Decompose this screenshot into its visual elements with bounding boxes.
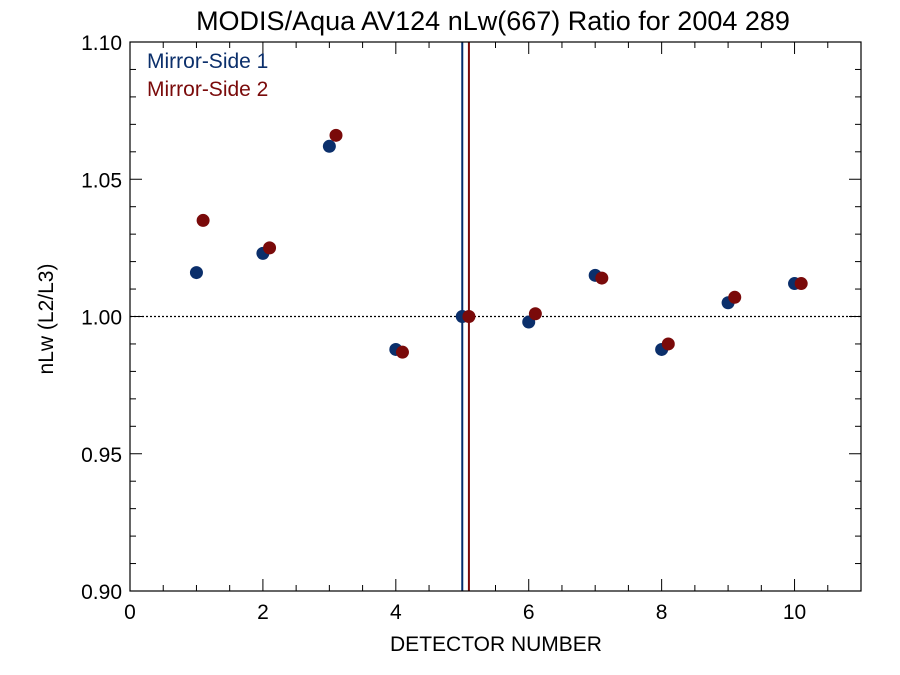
y-tick-label: 1.00	[81, 307, 122, 330]
y-tick-label: 0.90	[81, 581, 122, 604]
legend-item-mirror-side-2: Mirror-Side 2	[147, 78, 268, 101]
point-series-2	[595, 271, 609, 285]
x-tick-label: 2	[257, 601, 269, 624]
point-series-2	[196, 213, 210, 227]
y-tick-label: 1.10	[81, 32, 122, 55]
x-axis-label: DETECTOR NUMBER	[390, 633, 602, 656]
x-tick-label: 0	[124, 601, 136, 624]
x-tick-label: 4	[390, 601, 402, 624]
y-axis-label: nLw (L2/L3)	[35, 264, 58, 375]
x-tick-label: 10	[783, 601, 806, 624]
x-tick-label: 6	[523, 601, 535, 624]
point-series-2	[794, 277, 808, 291]
y-tick-label: 1.05	[81, 169, 122, 192]
point-series-2	[728, 290, 742, 304]
point-series-1	[189, 266, 203, 280]
axis-ticks: 0 2 4 6 8 10 0.90 0.95 1.00 1.05 1.10	[81, 32, 861, 624]
plot-frame	[129, 41, 862, 592]
point-series-2	[661, 337, 675, 351]
point-series-2	[329, 128, 343, 142]
point-series-2	[263, 241, 277, 255]
legend: Mirror-Side 1 Mirror-Side 2	[147, 50, 268, 101]
data-points	[189, 128, 808, 359]
point-series-1	[322, 139, 336, 153]
y-tick-label: 0.95	[81, 444, 122, 467]
point-series-2	[528, 307, 542, 321]
chart-title: MODIS/Aqua AV124 nLw(667) Ratio for 2004…	[196, 6, 790, 36]
legend-item-mirror-side-1: Mirror-Side 1	[147, 50, 268, 73]
x-tick-label: 8	[656, 601, 668, 624]
point-series-2	[462, 310, 476, 323]
point-series-2	[395, 345, 409, 359]
